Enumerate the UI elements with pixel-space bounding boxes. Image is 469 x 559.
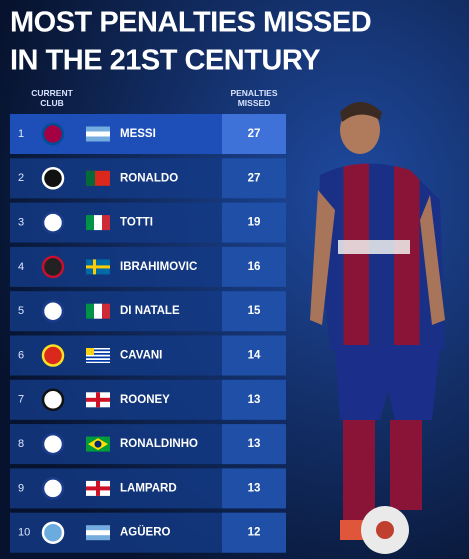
missed-count: 13 — [248, 482, 261, 494]
player-name: LAMPARD — [120, 482, 177, 494]
club-logo — [41, 344, 65, 367]
player-name: IBRAHIMOVIC — [120, 261, 197, 273]
rank: 3 — [18, 217, 24, 229]
player-name: RONALDO — [120, 172, 178, 184]
flag-part — [102, 303, 110, 319]
club-logo — [41, 122, 65, 146]
rank: 2 — [18, 172, 24, 184]
rank: 9 — [18, 482, 24, 494]
header-club: CURRENT CLUB — [31, 88, 73, 108]
count-cell — [222, 202, 286, 243]
count-cell — [222, 379, 286, 420]
missed-count: 16 — [248, 261, 261, 273]
missed-count: 27 — [248, 172, 261, 184]
flag-part — [86, 170, 95, 186]
header-club-text: CURRENT — [31, 88, 73, 98]
count-cell — [222, 291, 286, 332]
table-row: 4 IBRAHIMOVIC 16 — [10, 246, 286, 287]
table-row: 10 AGÜERO 12 — [10, 512, 286, 553]
flag-part — [86, 353, 110, 355]
club-logo — [41, 521, 65, 544]
missed-count: 14 — [248, 350, 261, 362]
flag-part — [86, 131, 110, 137]
rank: 4 — [18, 261, 24, 273]
club-logo — [41, 477, 65, 500]
club-logo — [41, 167, 65, 190]
missed-count: 15 — [248, 305, 261, 317]
count-cell — [222, 246, 286, 287]
club-logo — [41, 432, 65, 456]
title-line: MOST PENALTIES MISSED — [10, 7, 371, 39]
flag-part — [94, 215, 102, 231]
flag-part — [86, 486, 110, 491]
flag-part — [86, 303, 94, 319]
missed-count: 13 — [248, 394, 261, 406]
player-name: DI NATALE — [120, 305, 180, 317]
flag-part — [86, 215, 94, 231]
header-missed: PENALTIES MISSED — [230, 88, 277, 108]
title-line: IN THE 21ST CENTURY — [10, 45, 320, 77]
missed-count: 27 — [248, 128, 261, 140]
club-logo — [41, 388, 65, 412]
player-figure — [310, 102, 445, 554]
table-row: 3 TOTTI 19 — [10, 202, 286, 243]
rank: 5 — [18, 305, 24, 317]
flag-part — [86, 356, 110, 359]
header-missed-text: PENALTIES — [230, 88, 277, 98]
player-name: RONALDINHO — [120, 438, 198, 450]
flag-part — [94, 440, 102, 448]
table-row: 6 CAVANI 14 — [10, 335, 286, 376]
table-row: 9 LAMPARD 13 — [10, 468, 286, 509]
player-name: CAVANI — [120, 350, 162, 362]
rows: 1 MESSI 27 2 RONALDO 27 3 TOTTI 19 4 IBRAHIMOVIC 16… — [10, 114, 286, 553]
flag-part — [86, 530, 110, 536]
flag-part — [86, 349, 110, 352]
count-cell — [222, 158, 286, 199]
club-logo — [41, 255, 65, 279]
flag-part — [86, 397, 110, 402]
table-row: 1 MESSI 27 — [10, 114, 286, 154]
flag-part — [86, 348, 94, 355]
header-line: CLUB — [40, 98, 64, 108]
count-cell — [222, 335, 286, 376]
table-row: 5 DI NATALE 15 — [10, 291, 286, 332]
missed-count: 12 — [248, 527, 261, 539]
missed-count: 19 — [248, 217, 261, 229]
rank: 10 — [18, 527, 30, 539]
count-cell — [222, 468, 286, 509]
club-logo — [41, 211, 65, 234]
flag-part — [86, 265, 110, 269]
flag-part — [86, 360, 110, 362]
player-name: AGÜERO — [120, 526, 171, 539]
rank: 6 — [18, 349, 24, 361]
club-logo — [41, 299, 65, 323]
flag-part — [94, 303, 102, 319]
table-row: 7 ROONEY 13 — [10, 379, 286, 420]
player-name: TOTTI — [120, 217, 153, 229]
table-row: 2 RONALDO 27 — [10, 158, 286, 199]
flag-part — [102, 215, 110, 231]
rank: 1 — [18, 128, 24, 140]
count-cell — [222, 512, 286, 553]
count-cell — [222, 424, 286, 465]
rank: 7 — [18, 394, 24, 406]
rank: 8 — [18, 438, 24, 450]
missed-count: 13 — [248, 438, 261, 450]
player-name: ROONEY — [120, 394, 170, 406]
table-row: 8 RONALDINHO 13 — [10, 424, 286, 465]
header-line: MISSED — [238, 98, 271, 108]
count-cell — [222, 114, 286, 154]
player-name: MESSI — [120, 128, 156, 140]
